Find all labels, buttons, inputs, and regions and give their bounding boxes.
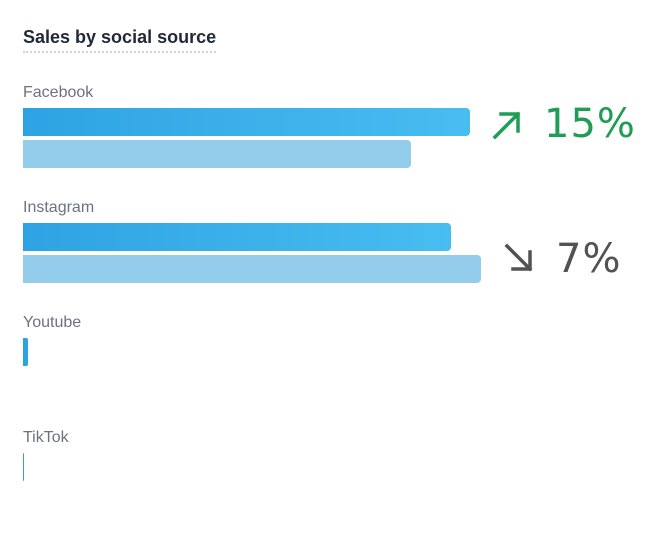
arrow-down-right-icon	[502, 239, 538, 279]
arrow-up-right-icon	[490, 104, 526, 144]
category-label-instagram: Instagram	[23, 199, 95, 216]
instagram-change-value: 7%	[556, 236, 622, 282]
category-label-tiktok: TikTok	[23, 429, 69, 446]
bar-youtube-current	[23, 338, 28, 366]
instagram-change-indicator: 7%	[502, 236, 621, 282]
category-label-youtube: Youtube	[23, 314, 82, 331]
card-title: Sales by social source	[23, 27, 217, 53]
facebook-change-indicator: 15%	[490, 101, 636, 147]
bar-facebook-previous	[23, 140, 411, 168]
bar-instagram-previous	[23, 255, 481, 283]
category-label-facebook: Facebook	[23, 84, 94, 101]
bar-tiktok-current	[23, 453, 24, 481]
facebook-change-value: 15%	[544, 101, 636, 147]
bar-facebook-current	[23, 108, 470, 136]
bar-instagram-current	[23, 223, 451, 251]
